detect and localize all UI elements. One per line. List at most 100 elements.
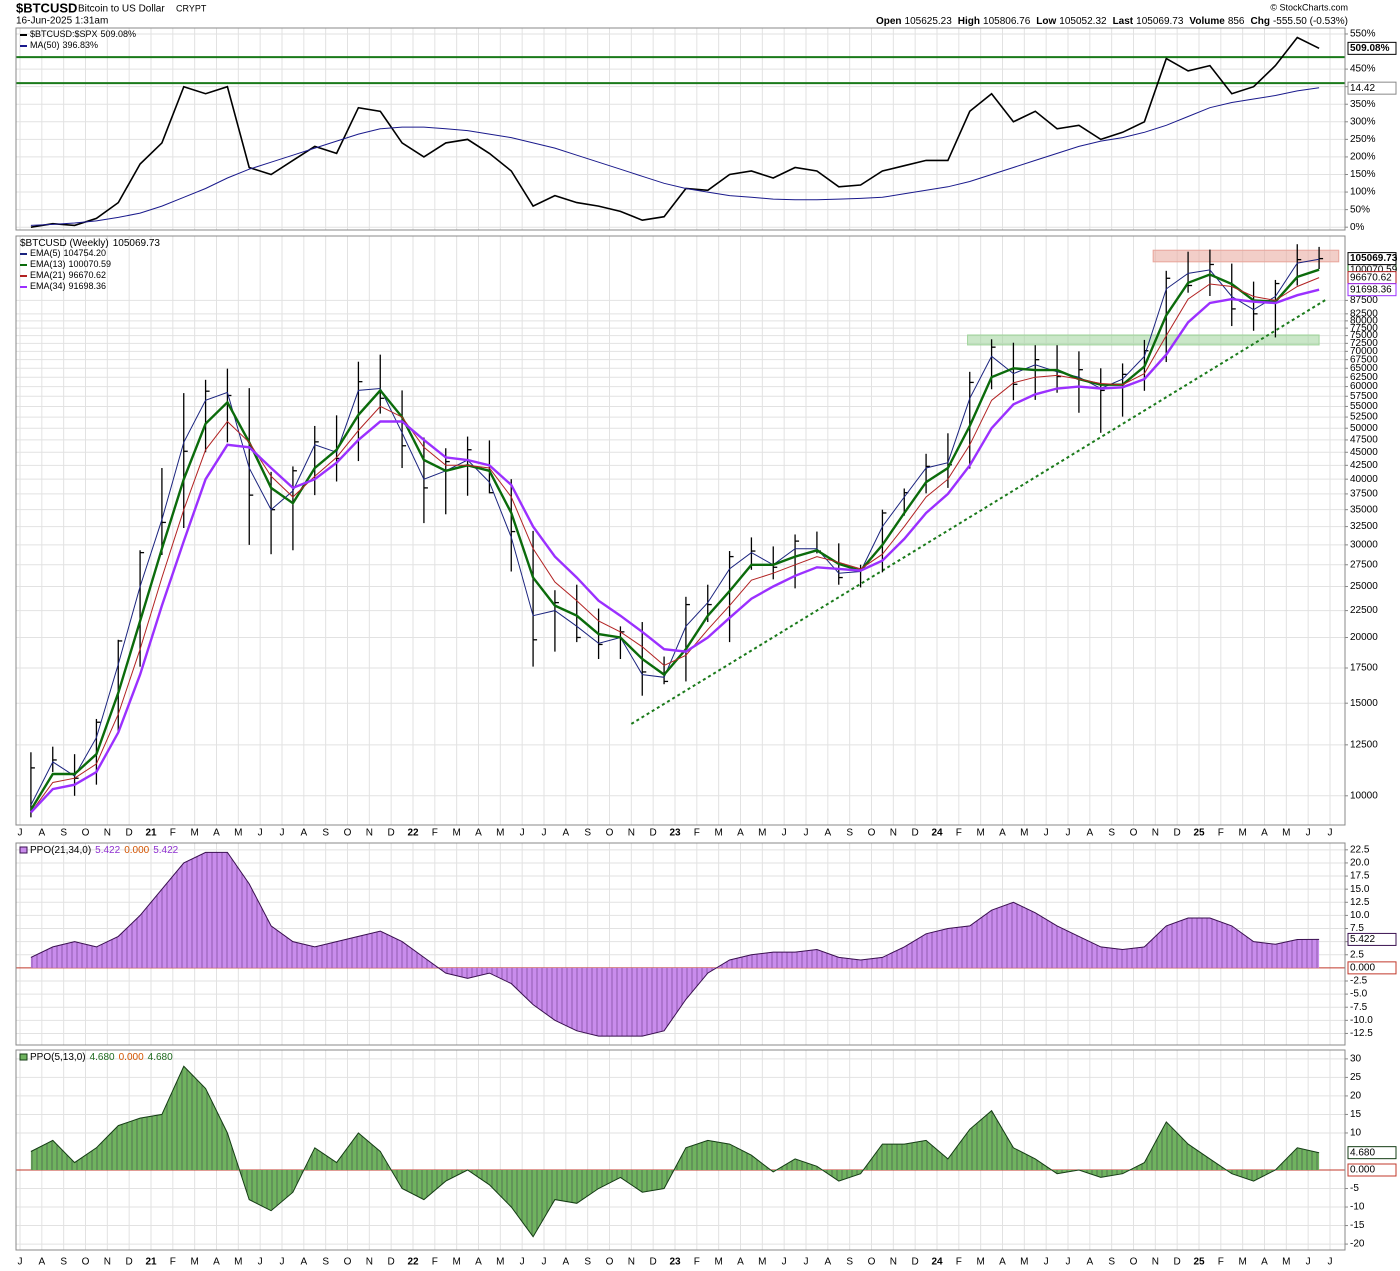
y-tick-label: 25: [1350, 1072, 1362, 1083]
y-tick-label: 17500: [1350, 663, 1378, 674]
legend-entry: PPO(21,34,0) 5.422 0.000 5.422: [30, 845, 179, 856]
copyright: © StockCharts.com: [1270, 2, 1348, 12]
value-tag-label: 0.000: [1350, 1165, 1375, 1176]
symbol-name: Bitcoin to US Dollar: [78, 4, 165, 15]
series-line: [30, 36, 1320, 228]
value-tag: 509.08%: [1347, 41, 1397, 55]
x-tick-label: M: [1020, 1257, 1028, 1268]
x-tick-label: N: [1152, 1257, 1159, 1268]
quote-label: Volume: [1189, 16, 1225, 27]
x-tick-label: A: [1261, 1257, 1268, 1268]
x-tick-label: A: [213, 828, 220, 839]
quote-value: 105625.23: [905, 16, 953, 27]
x-tick-label: F: [170, 1257, 176, 1268]
legend-name: EMA(21): [30, 270, 66, 280]
legend-value: 0.000: [124, 845, 149, 856]
x-tick-label: A: [737, 1257, 744, 1268]
value-tag-label: 509.08%: [1350, 43, 1390, 54]
y-tick-label: 20000: [1350, 632, 1378, 643]
y-tick-label: 12.5: [1350, 897, 1370, 908]
legend-value: 104754.20: [64, 248, 107, 258]
value-tag-label: 14.42: [1350, 83, 1375, 94]
x-tick-label: M: [452, 1257, 460, 1268]
legend-name: PPO(5,13,0): [30, 1052, 86, 1063]
x-tick-label: M: [714, 1257, 722, 1268]
value-tag-box: [1347, 41, 1397, 55]
value-tag-label: 105069.73: [1350, 253, 1398, 264]
x-tick-label: 22: [407, 1257, 419, 1268]
y-tick-label: 55000: [1350, 401, 1378, 412]
value-tag-box: [1347, 961, 1397, 975]
legend-value: 4.680: [90, 1052, 115, 1063]
x-tick-label: M: [976, 828, 984, 839]
legend-name: EMA(13): [30, 259, 66, 269]
y-tick-label: 77500: [1350, 323, 1378, 334]
x-tick-label: S: [60, 828, 67, 839]
y-tick-label: 30000: [1350, 540, 1378, 551]
y-tick-label: 57500: [1350, 391, 1378, 402]
zone: [1152, 249, 1340, 263]
y-tick-label: -2.5: [1350, 976, 1368, 987]
legend-title: $BTCUSD (Weekly) 105069.73: [20, 238, 160, 249]
value-tag: 0.000: [1347, 961, 1397, 975]
x-tick-label: S: [322, 828, 329, 839]
x-tick-label: D: [1174, 828, 1181, 839]
series-line: [30, 87, 1320, 226]
x-tick-label: F: [432, 828, 438, 839]
trendline: [630, 299, 1327, 725]
x-tick-label: F: [694, 828, 700, 839]
x-tick-label: N: [366, 828, 373, 839]
x-tick-label: A: [824, 828, 831, 839]
panel-border: [15, 842, 1346, 1046]
x-tick-label: M: [758, 1257, 766, 1268]
legend-entry: $BTCUSD:$SPX 509.08%: [30, 29, 136, 39]
x-tick-label: A: [1086, 828, 1093, 839]
panel-border: [15, 1049, 1346, 1251]
ema-line: [30, 288, 1320, 814]
x-tick-label: J: [18, 828, 23, 839]
value-tag-box: [1347, 1146, 1397, 1160]
y-tick-label: 10000: [1350, 790, 1378, 801]
x-tick-label: O: [82, 1257, 90, 1268]
panel-border: [15, 235, 1346, 826]
x-tick-label: 24: [931, 828, 943, 839]
x-tick-label: O: [82, 828, 90, 839]
x-tick-label: J: [18, 1257, 23, 1268]
ppo-hatch: [30, 852, 1320, 1037]
y-tick-label: 350%: [1350, 99, 1376, 110]
x-tick-label: O: [606, 828, 614, 839]
y-tick-label: 75000: [1350, 330, 1378, 341]
x-tick-label: J: [1328, 828, 1333, 839]
x-tick-label: 24: [931, 1257, 943, 1268]
x-tick-label: A: [38, 1257, 45, 1268]
x-tick-label: J: [280, 828, 285, 839]
y-tick-label: 52500: [1350, 412, 1378, 423]
x-tick-label: F: [1218, 828, 1224, 839]
legend-value: 0.000: [119, 1052, 144, 1063]
quote: Open 105625.23 High 105806.76 Low 105052.32 La…: [876, 16, 1348, 27]
x-tick-label: M: [190, 828, 198, 839]
x-tick-label: O: [344, 1257, 352, 1268]
y-tick-label: -15: [1350, 1220, 1365, 1231]
x-tick-label: O: [1130, 1257, 1138, 1268]
x-tick-label: N: [1152, 828, 1159, 839]
value-tag: 5.422: [1347, 932, 1397, 946]
y-tick-label: 0%: [1350, 222, 1365, 233]
legend-entry: EMA(13) 100070.59: [30, 259, 111, 269]
legend-name: EMA(34): [30, 281, 66, 291]
x-tick-label: J: [542, 1257, 547, 1268]
y-tick-label: 200%: [1350, 152, 1376, 163]
x-tick-label: O: [1130, 828, 1138, 839]
legend-value: 5.422: [95, 845, 120, 856]
x-tick-label: J: [1044, 828, 1049, 839]
x-tick-label: N: [890, 828, 897, 839]
x-tick-label: M: [190, 1257, 198, 1268]
value-tag-box: [1347, 283, 1397, 297]
value-tag-label: 100070.59: [1350, 264, 1398, 275]
symbol: $BTCUSD: [16, 0, 77, 15]
x-tick-label: 23: [669, 828, 681, 839]
value-tag-box: [1347, 252, 1397, 266]
quote-label: Chg: [1251, 16, 1270, 27]
x-tick-label: A: [824, 1257, 831, 1268]
ema-line: [29, 268, 1320, 811]
